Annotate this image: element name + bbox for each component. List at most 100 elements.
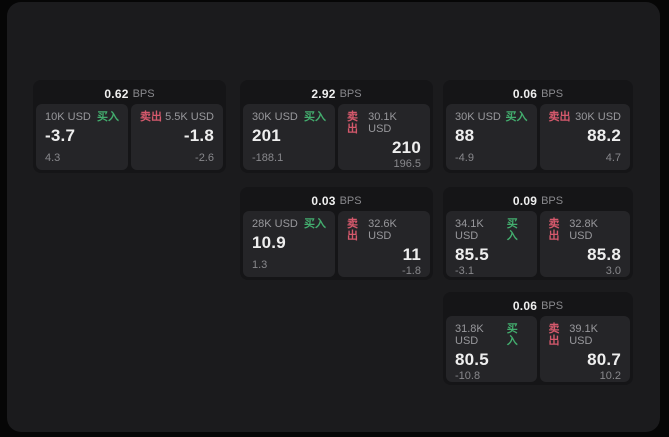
buy-size: 30K USD [455, 111, 501, 123]
sell-delta: -1.8 [402, 265, 421, 277]
bps-value: 0.09 [512, 193, 538, 208]
buy-panel-top: 28K USD 买入 [252, 218, 326, 230]
sell-panel-top: 卖出 39.1K USD [549, 323, 622, 347]
sell-label: 卖出 [347, 111, 358, 135]
buy-panel-top: 34.1K USD 买入 [455, 218, 528, 242]
buy-delta: -4.9 [455, 152, 474, 164]
sell-size: 30.1K USD [368, 111, 397, 135]
sell-price: 88.2 [587, 126, 621, 145]
bps-unit: BPS [541, 87, 564, 100]
quote-card: 0.06 BPS 31.8K USD 买入 80.5 -10.8 卖出 39.1… [443, 292, 633, 385]
sell-panel-top: 卖出 30K USD [549, 111, 622, 123]
buy-panel[interactable]: 30K USD 买入 201 -188.1 [243, 104, 335, 170]
bps-unit: BPS [132, 87, 155, 100]
buy-label: 买入 [304, 218, 326, 230]
buy-size: 34.1K USD [455, 218, 484, 242]
sell-delta: 4.7 [605, 152, 621, 164]
sell-panel[interactable]: 卖出 30K USD 88.2 4.7 [539, 104, 630, 170]
buy-panel[interactable]: 28K USD 买入 10.9 1.3 [243, 211, 335, 277]
sell-delta: 10.2 [599, 370, 621, 382]
sell-panel-top: 卖出 32.6K USD [347, 218, 421, 242]
sell-price: 210 [392, 138, 421, 157]
sell-delta: 3.0 [605, 265, 621, 277]
bps-value: 2.92 [311, 86, 336, 101]
buy-price: 85.5 [455, 245, 489, 264]
bps-value: 0.62 [104, 86, 129, 101]
card-header: 0.03 BPS [243, 190, 430, 211]
bps-unit: BPS [541, 299, 564, 312]
bps-unit: BPS [339, 194, 362, 207]
card-header: 0.09 BPS [446, 190, 630, 211]
buy-label: 买入 [304, 111, 326, 123]
quote-card: 2.92 BPS 30K USD 买入 201 -188.1 卖出 30.1K … [240, 80, 433, 173]
sell-label: 卖出 [548, 218, 560, 242]
buy-delta: -10.8 [455, 370, 481, 382]
sell-label: 卖出 [548, 111, 571, 123]
buy-panel[interactable]: 30K USD 买入 88 -4.9 [446, 104, 537, 170]
sell-panel-top: 卖出 32.8K USD [549, 218, 622, 242]
buy-price: -3.7 [45, 126, 76, 145]
buy-size: 30K USD [252, 111, 298, 123]
sell-delta: 196.5 [393, 158, 421, 170]
buy-price: 201 [252, 126, 281, 145]
sell-panel-top: 卖出 5.5K USD [140, 111, 214, 123]
buy-delta: 4.3 [45, 152, 61, 164]
buy-delta: -188.1 [252, 152, 284, 164]
card-body: 31.8K USD 买入 80.5 -10.8 卖出 39.1K USD 80.… [446, 316, 630, 382]
buy-price: 88 [455, 126, 475, 145]
card-header: 0.06 BPS [446, 295, 630, 316]
sell-panel[interactable]: 卖出 39.1K USD 80.7 10.2 [539, 316, 630, 382]
card-body: 34.1K USD 买入 85.5 -3.1 卖出 32.8K USD 85.8… [446, 211, 630, 277]
sell-delta: -2.6 [195, 152, 214, 164]
bps-value: 0.06 [512, 86, 538, 101]
quote-card: 0.09 BPS 34.1K USD 买入 85.5 -3.1 卖出 32.8K… [443, 187, 633, 280]
card-header: 2.92 BPS [243, 83, 430, 104]
card-header: 0.06 BPS [446, 83, 630, 104]
buy-panel-top: 30K USD 买入 [455, 111, 528, 123]
sell-size: 32.6K USD [368, 218, 397, 242]
card-header: 0.62 BPS [36, 83, 223, 104]
sell-panel[interactable]: 卖出 5.5K USD -1.8 -2.6 [131, 104, 223, 170]
buy-panel-top: 30K USD 买入 [252, 111, 326, 123]
sell-size: 5.5K USD [165, 111, 214, 123]
sell-panel[interactable]: 卖出 32.6K USD 11 -1.8 [338, 211, 430, 277]
buy-label: 买入 [506, 323, 518, 347]
sell-price: -1.8 [183, 126, 214, 145]
buy-panel-top: 10K USD 买入 [45, 111, 119, 123]
sell-label: 卖出 [548, 323, 560, 347]
sell-size: 39.1K USD [569, 323, 598, 347]
sell-size: 32.8K USD [569, 218, 598, 242]
buy-size: 10K USD [45, 111, 91, 123]
card-body: 30K USD 买入 201 -188.1 卖出 30.1K USD 210 1… [243, 104, 430, 170]
card-body: 30K USD 买入 88 -4.9 卖出 30K USD 88.2 4.7 [446, 104, 630, 170]
buy-delta: -3.1 [455, 265, 474, 277]
quote-card: 0.62 BPS 10K USD 买入 -3.7 4.3 卖出 5.5K USD… [33, 80, 226, 173]
sell-label: 卖出 [140, 111, 162, 123]
buy-panel[interactable]: 31.8K USD 买入 80.5 -10.8 [446, 316, 537, 382]
buy-label: 买入 [505, 111, 528, 123]
bps-unit: BPS [541, 194, 564, 207]
sell-panel[interactable]: 卖出 32.8K USD 85.8 3.0 [539, 211, 630, 277]
buy-panel[interactable]: 34.1K USD 买入 85.5 -3.1 [446, 211, 537, 277]
card-body: 10K USD 买入 -3.7 4.3 卖出 5.5K USD -1.8 -2.… [36, 104, 223, 170]
buy-price: 80.5 [455, 350, 489, 369]
buy-panel[interactable]: 10K USD 买入 -3.7 4.3 [36, 104, 128, 170]
bps-value: 0.06 [512, 298, 538, 313]
buy-size: 28K USD [252, 218, 298, 230]
card-body: 28K USD 买入 10.9 1.3 卖出 32.6K USD 11 -1.8 [243, 211, 430, 277]
buy-price: 10.9 [252, 233, 286, 252]
buy-delta: 1.3 [252, 259, 268, 271]
buy-panel-top: 31.8K USD 买入 [455, 323, 528, 347]
bps-value: 0.03 [311, 193, 336, 208]
sell-price: 80.7 [587, 350, 621, 369]
quote-card: 0.03 BPS 28K USD 买入 10.9 1.3 卖出 32.6K US… [240, 187, 433, 280]
quote-card: 0.06 BPS 30K USD 买入 88 -4.9 卖出 30K USD 8… [443, 80, 633, 173]
sell-price: 11 [402, 245, 421, 264]
sell-panel-top: 卖出 30.1K USD [347, 111, 421, 135]
buy-label: 买入 [97, 111, 119, 123]
sell-panel[interactable]: 卖出 30.1K USD 210 196.5 [338, 104, 430, 170]
buy-size: 31.8K USD [455, 323, 484, 347]
sell-price: 85.8 [587, 245, 621, 264]
sell-size: 30K USD [575, 111, 621, 123]
